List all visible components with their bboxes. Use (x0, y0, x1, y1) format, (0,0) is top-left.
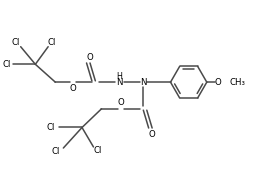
Text: O: O (87, 53, 93, 62)
Text: N: N (140, 78, 147, 87)
Text: O: O (215, 78, 221, 87)
Text: Cl: Cl (2, 60, 11, 69)
Text: O: O (118, 99, 125, 108)
Text: O: O (70, 83, 77, 92)
Text: Cl: Cl (51, 147, 59, 156)
Text: Cl: Cl (11, 38, 20, 48)
Text: H: H (116, 72, 122, 81)
Text: Cl: Cl (47, 123, 55, 132)
Text: O: O (148, 130, 155, 139)
Text: CH₃: CH₃ (230, 78, 246, 87)
Text: Cl: Cl (48, 38, 56, 48)
Text: N: N (116, 78, 122, 87)
Text: Cl: Cl (93, 146, 101, 155)
